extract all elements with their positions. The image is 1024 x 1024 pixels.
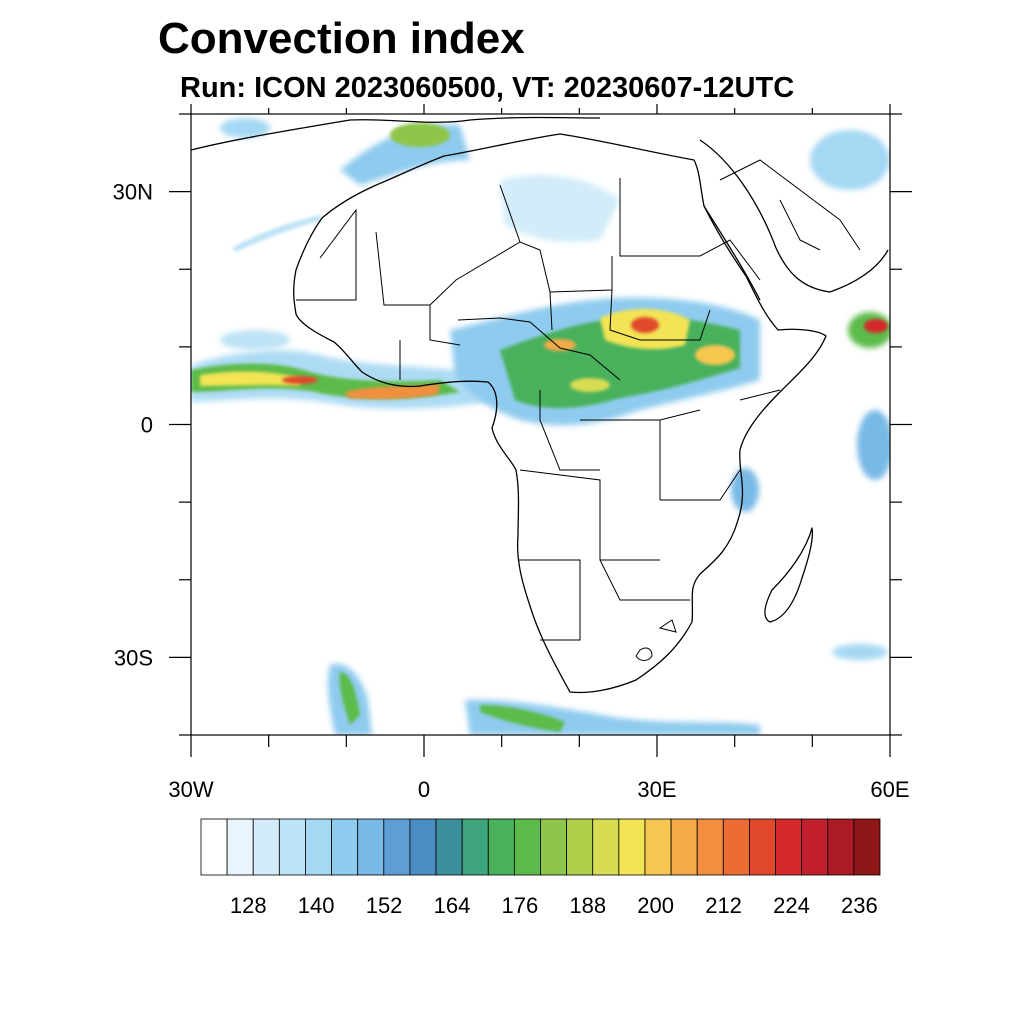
colorbar-label: 128 bbox=[230, 893, 267, 918]
convection-indian-ocean bbox=[857, 410, 890, 480]
madagascar bbox=[764, 527, 814, 623]
colorbar-swatch bbox=[566, 818, 594, 876]
colorbar-swatch bbox=[278, 818, 306, 876]
colorbar-swatch bbox=[331, 818, 359, 876]
lon-tick-label: 0 bbox=[418, 777, 430, 802]
colorbar-swatch bbox=[461, 818, 489, 876]
colorbar-label: 152 bbox=[366, 893, 403, 918]
colorbar-swatch bbox=[722, 818, 750, 876]
convection-guinea-hot bbox=[345, 384, 440, 400]
colorbar-swatch bbox=[200, 818, 228, 876]
convection-sudan-red bbox=[631, 317, 659, 333]
africa-coastline bbox=[293, 133, 827, 694]
convection-atlantic-hot bbox=[200, 371, 300, 386]
europe-coast bbox=[191, 116, 601, 151]
colorbar-swatch bbox=[357, 818, 385, 876]
colorbar-swatch bbox=[383, 818, 411, 876]
colorbar-swatch bbox=[644, 818, 672, 876]
colorbar-label: 224 bbox=[773, 893, 810, 918]
page-title: Convection index bbox=[158, 14, 525, 63]
convection-ethiopia-orange bbox=[695, 345, 735, 365]
convection-east-coast bbox=[731, 468, 759, 512]
colorbar-swatch bbox=[827, 818, 855, 876]
convection-west-africa-light bbox=[220, 330, 290, 350]
convection-car-yellow bbox=[570, 378, 610, 392]
colorbar-swatch bbox=[618, 818, 646, 876]
colorbar-label: 164 bbox=[434, 893, 471, 918]
colorbar bbox=[200, 818, 881, 876]
convection-guinea-red bbox=[282, 376, 318, 384]
colorbar-swatch bbox=[749, 818, 776, 876]
colorbar-label: 236 bbox=[841, 893, 878, 918]
lon-tick-label: 30E bbox=[637, 777, 676, 802]
convection-somalia-hot bbox=[864, 319, 888, 333]
colorbar-label: 140 bbox=[298, 893, 335, 918]
lon-tick-label: 60E bbox=[870, 777, 909, 802]
lat-tick-label: 0 bbox=[141, 413, 153, 438]
convection-med-green bbox=[390, 123, 450, 147]
convection-south-africa-core bbox=[480, 705, 565, 732]
lat-tick-label: 30N bbox=[113, 180, 153, 205]
colorbar-swatch bbox=[696, 818, 724, 876]
colorbar-labels: 128 140 152 164 176 188 200 212 224 236 bbox=[230, 893, 878, 918]
arabia-coast bbox=[699, 139, 889, 293]
colorbar-label: 188 bbox=[569, 893, 606, 918]
convection-south-atlantic-west-core bbox=[339, 672, 360, 725]
colorbar-swatch bbox=[435, 818, 463, 876]
colorbar-swatch bbox=[540, 818, 568, 876]
convection-sahara-plume bbox=[500, 175, 620, 242]
run-subtitle: Run: ICON 2023060500, VT: 20230607-12UTC bbox=[180, 72, 795, 104]
colorbar-swatch bbox=[226, 818, 254, 876]
convection-atlantic-streak bbox=[232, 215, 322, 252]
colorbar-swatch bbox=[487, 818, 515, 876]
colorbar-swatch bbox=[801, 818, 829, 876]
colorbar-swatch bbox=[409, 818, 437, 876]
colorbar-swatch bbox=[592, 818, 620, 876]
convection-chad-orange bbox=[544, 339, 576, 351]
convection-middle-east bbox=[810, 130, 890, 190]
colorbar-label: 176 bbox=[502, 893, 539, 918]
colorbar-swatch bbox=[252, 818, 280, 876]
colorbar-swatch bbox=[775, 818, 803, 876]
axis-ticks bbox=[169, 104, 912, 757]
lon-tick-label: 30W bbox=[168, 777, 213, 802]
colorbar-swatch bbox=[853, 818, 881, 876]
colorbar-swatch bbox=[305, 818, 332, 876]
coastlines bbox=[191, 116, 889, 694]
convection-south-indian bbox=[832, 644, 888, 660]
colorbar-label: 212 bbox=[705, 893, 742, 918]
convection-balkan bbox=[220, 118, 270, 138]
colorbar-swatch bbox=[513, 818, 541, 876]
convection-field bbox=[191, 118, 890, 735]
country-borders bbox=[296, 159, 861, 661]
colorbar-swatch bbox=[670, 818, 698, 876]
axis-tick-labels: 30W 0 30E 60E 30N 0 30S bbox=[113, 180, 910, 802]
lat-tick-label: 30S bbox=[114, 645, 153, 670]
red-sea bbox=[703, 205, 761, 301]
colorbar-label: 200 bbox=[637, 893, 674, 918]
